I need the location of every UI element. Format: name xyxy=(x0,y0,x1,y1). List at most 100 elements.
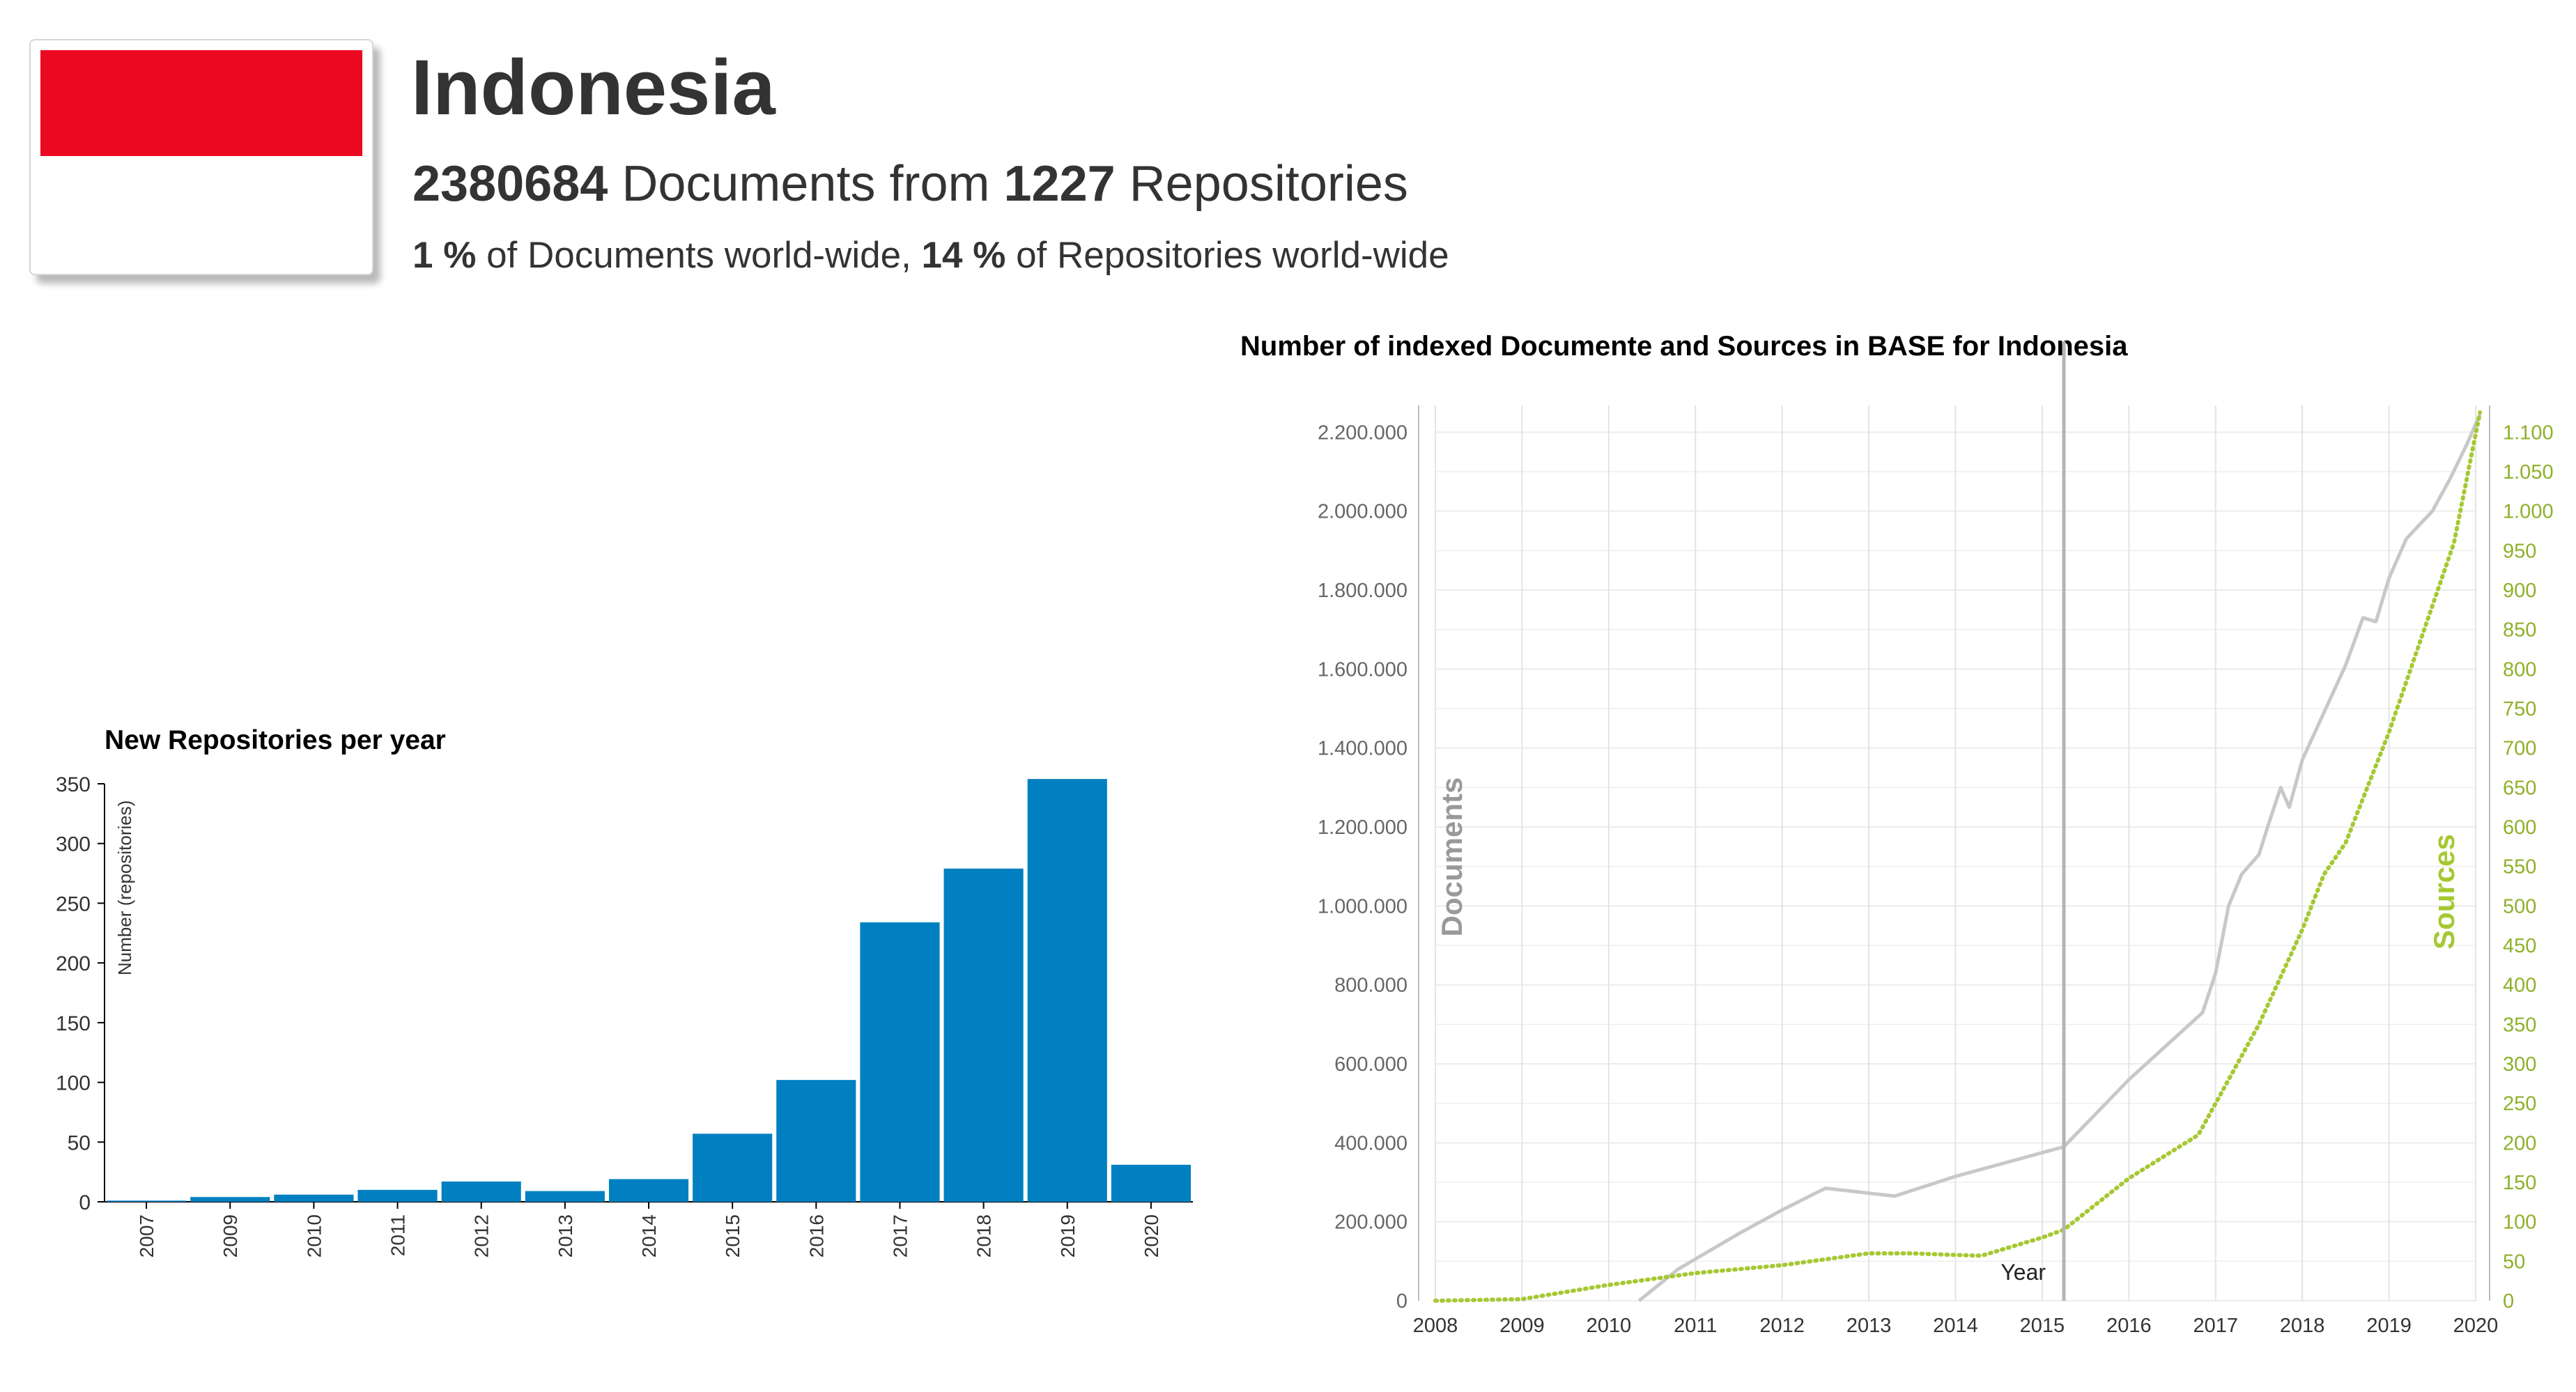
line-y2-tick-label: 1.050 xyxy=(2503,461,2554,484)
bar-x-tick-label: 2017 xyxy=(889,1214,911,1258)
line-x-tick-label: 2009 xyxy=(1499,1315,1545,1337)
bar-x-tick-label: 2019 xyxy=(1057,1214,1079,1258)
country-title: Indonesia xyxy=(411,44,776,131)
line-y-tick-label: 200.000 xyxy=(1334,1212,1407,1234)
line-y2-tick-label: 600 xyxy=(2503,817,2536,839)
bar-chart-title: New Repositories per year xyxy=(105,725,446,755)
bar-y-tick-label: 50 xyxy=(68,1131,91,1154)
bar-y-tick-label: 250 xyxy=(56,892,91,915)
bar-2011 xyxy=(357,1189,438,1202)
repositories-count: 1227 xyxy=(1003,156,1116,212)
bar-x-tick-label: 2018 xyxy=(973,1214,995,1258)
documents-percent: 1 % xyxy=(412,235,477,276)
line-y2-tick-label: 50 xyxy=(2503,1251,2525,1273)
line-y2-tick-label: 500 xyxy=(2503,895,2536,918)
line-y-tick-label: 2.200.000 xyxy=(1318,422,1407,444)
line-y2-tick-label: 750 xyxy=(2503,698,2536,720)
bar-y-tick-label: 150 xyxy=(56,1012,91,1035)
line-x-tick-label: 2020 xyxy=(2453,1315,2499,1337)
bar-x-tick-label: 2007 xyxy=(136,1214,157,1258)
bar-x-tick-label: 2009 xyxy=(219,1214,241,1258)
bar-x-tick-label: 2015 xyxy=(722,1214,743,1258)
line-x-tick-label: 2015 xyxy=(2020,1315,2065,1337)
line-chart-grid xyxy=(1435,405,2476,1301)
flag-white-stripe xyxy=(40,156,362,264)
line-y2-tick-label: 550 xyxy=(2503,856,2536,879)
line-y-axis-label: Documents xyxy=(1435,778,1468,937)
bar-y-axis-label: Number (repositories) xyxy=(114,801,135,975)
line-y-tick-label: 600.000 xyxy=(1334,1053,1407,1076)
bar-x-tick-label: 2016 xyxy=(805,1214,827,1258)
repositories-label: Repositories xyxy=(1129,156,1408,212)
line-x-tick-label: 2017 xyxy=(2193,1315,2238,1337)
line-y2-tick-label: 0 xyxy=(2503,1290,2514,1313)
bar-2010 xyxy=(274,1194,354,1202)
bar-2015 xyxy=(693,1134,773,1202)
line-y2-axis-label: Sources xyxy=(2428,834,2460,950)
bar-2017 xyxy=(860,922,940,1202)
line-x-tick-label: 2011 xyxy=(1674,1315,1717,1337)
line-y2-tick-label: 450 xyxy=(2503,935,2536,957)
line-y2-tick-label: 900 xyxy=(2503,580,2536,602)
line-y-tick-label: 1.800.000 xyxy=(1318,580,1407,602)
bar-y-tick-label: 200 xyxy=(56,952,91,975)
repositories-percent: 14 % xyxy=(921,235,1006,276)
line-y2-tick-label: 650 xyxy=(2503,777,2536,799)
line-y2-tick-label: 950 xyxy=(2503,540,2536,562)
line-y-tick-label: 2.000.000 xyxy=(1318,501,1407,523)
line-x-tick-label: 2010 xyxy=(1587,1315,1632,1337)
repositories-percent-label: of Repositories world-wide xyxy=(1016,235,1449,276)
line-y2-tick-label: 700 xyxy=(2503,738,2536,760)
line-x-tick-label: 2018 xyxy=(2280,1315,2325,1337)
line-y2-tick-label: 400 xyxy=(2503,975,2536,997)
series-documents xyxy=(1637,413,2482,1302)
line-chart-title: Number of indexed Documente and Sources … xyxy=(1240,331,2128,362)
bar-y-tick-label: 0 xyxy=(79,1191,91,1214)
indexed-documents-line-chart: Number of indexed Documente and Sources … xyxy=(1240,331,2554,1337)
bar-2012 xyxy=(441,1181,521,1202)
line-y-tick-label: 1.000.000 xyxy=(1318,895,1407,918)
bar-2007 xyxy=(107,1200,187,1202)
bar-2018 xyxy=(943,868,1024,1202)
bar-2013 xyxy=(525,1191,605,1202)
line-y-tick-label: 1.200.000 xyxy=(1318,817,1407,839)
line-y2-tick-label: 100 xyxy=(2503,1212,2536,1234)
line-y-tick-label: 0 xyxy=(1396,1290,1407,1313)
line-y2-tick-label: 300 xyxy=(2503,1053,2536,1076)
line-x-tick-label: 2016 xyxy=(2106,1315,2152,1337)
line-y2-tick-label: 150 xyxy=(2503,1172,2536,1194)
bar-x-tick-label: 2014 xyxy=(638,1214,660,1258)
documents-count: 2380684 xyxy=(412,156,608,212)
line-y2-tick-label: 250 xyxy=(2503,1093,2536,1115)
bar-2014 xyxy=(608,1179,689,1202)
line-y2-tick-label: 350 xyxy=(2503,1014,2536,1036)
flag-red-stripe xyxy=(40,50,362,156)
line-y-tick-label: 800.000 xyxy=(1334,975,1407,997)
bar-y-tick-label: 100 xyxy=(56,1072,91,1095)
line-y-tick-label: 1.400.000 xyxy=(1318,738,1407,760)
bar-y-tick-label: 350 xyxy=(56,773,91,796)
bar-x-tick-label: 2010 xyxy=(303,1214,325,1258)
country-flag xyxy=(29,39,373,275)
bar-2019 xyxy=(1027,779,1107,1202)
bar-2016 xyxy=(776,1080,856,1202)
line-y-tick-label: 400.000 xyxy=(1334,1132,1407,1154)
documents-summary: 2380684 Documents from 1227 Repositories xyxy=(412,159,1408,209)
line-x-tick-label: 2012 xyxy=(1759,1315,1805,1337)
line-y-tick-label: 1.600.000 xyxy=(1318,658,1407,681)
line-x-tick-label: 2008 xyxy=(1413,1315,1458,1337)
documents-percent-label: of Documents world-wide, xyxy=(486,235,911,276)
line-y2-tick-label: 850 xyxy=(2503,619,2536,642)
line-x-axis-label: Year xyxy=(2000,1260,2046,1285)
line-y2-tick-label: 800 xyxy=(2503,658,2536,681)
line-y2-tick-label: 200 xyxy=(2503,1132,2536,1154)
line-x-tick-label: 2014 xyxy=(1933,1315,1978,1337)
bar-2020 xyxy=(1111,1164,1191,1202)
line-y2-tick-label: 1.000 xyxy=(2503,501,2554,523)
bar-2009 xyxy=(190,1197,270,1202)
line-x-tick-label: 2013 xyxy=(1846,1315,1892,1337)
bar-x-tick-label: 2012 xyxy=(471,1214,493,1258)
bar-y-tick-label: 300 xyxy=(56,833,91,856)
new-repositories-bar-chart: New Repositories per year 0 50 100 150 200 250… xyxy=(56,725,1193,1258)
line-x-tick-label: 2019 xyxy=(2366,1315,2412,1337)
